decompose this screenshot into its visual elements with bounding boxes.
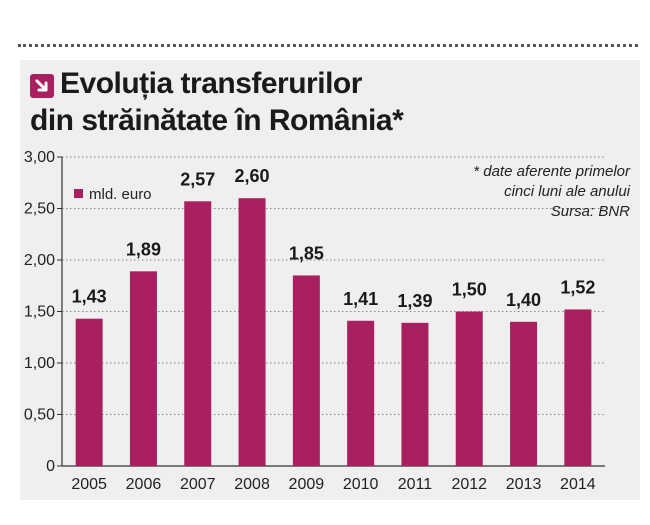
x-tick-label: 2013 bbox=[506, 476, 542, 493]
x-tick-label: 2012 bbox=[451, 476, 487, 493]
y-tick-label: 2,50 bbox=[24, 201, 55, 218]
bar bbox=[184, 201, 212, 467]
data-label: 1,50 bbox=[452, 280, 487, 300]
bar bbox=[292, 275, 320, 466]
footnote: * date aferente primelor cinci luni ale … bbox=[370, 162, 630, 222]
data-label: 1,89 bbox=[126, 239, 161, 259]
bar bbox=[510, 321, 538, 466]
legend-swatch bbox=[74, 189, 83, 198]
source-line: Sursa: BNR bbox=[550, 203, 630, 220]
data-label: 1,39 bbox=[397, 291, 432, 311]
chart-title-line1: Evoluția transferurilor bbox=[60, 67, 362, 100]
data-label: 1,43 bbox=[72, 287, 107, 307]
data-label: 2,57 bbox=[180, 169, 215, 189]
x-tick-label: 2011 bbox=[398, 476, 433, 493]
y-tick-label: 0 bbox=[46, 458, 55, 475]
data-label: 1,52 bbox=[560, 277, 595, 297]
legend-label: mld. euro bbox=[89, 186, 152, 203]
x-tick-label: 2005 bbox=[71, 476, 107, 493]
bar bbox=[564, 309, 592, 466]
x-tick-label: 2006 bbox=[126, 476, 162, 493]
y-tick-label: 0,50 bbox=[24, 407, 55, 424]
bar bbox=[238, 198, 266, 466]
legend: mld. euro bbox=[74, 186, 152, 204]
chart-title-line2: din străinătate în România* bbox=[30, 104, 404, 137]
x-tick-label: 2010 bbox=[343, 476, 379, 493]
bar bbox=[129, 271, 157, 466]
data-label: 1,41 bbox=[343, 289, 378, 309]
footnote-line: * date aferente primelor bbox=[473, 163, 630, 180]
x-tick-label: 2008 bbox=[234, 476, 270, 493]
bar bbox=[401, 322, 429, 466]
y-tick-label: 2,00 bbox=[24, 252, 55, 269]
arrow-down-right-icon bbox=[30, 74, 54, 98]
data-label: 1,85 bbox=[289, 243, 324, 263]
data-label: 1,40 bbox=[506, 290, 541, 310]
x-tick-label: 2014 bbox=[560, 476, 596, 493]
y-tick-label: 1,50 bbox=[24, 304, 55, 321]
y-tick-label: 3,00 bbox=[24, 149, 55, 166]
bar bbox=[455, 311, 483, 466]
y-tick-label: 1,00 bbox=[24, 355, 55, 372]
bar bbox=[75, 318, 103, 466]
top-dotted-rule bbox=[18, 44, 638, 47]
footnote-line: cinci luni ale anului bbox=[504, 183, 630, 200]
data-label: 2,60 bbox=[235, 166, 270, 186]
bar bbox=[347, 320, 375, 466]
x-tick-label: 2009 bbox=[289, 476, 325, 493]
x-tick-label: 2007 bbox=[180, 476, 216, 493]
